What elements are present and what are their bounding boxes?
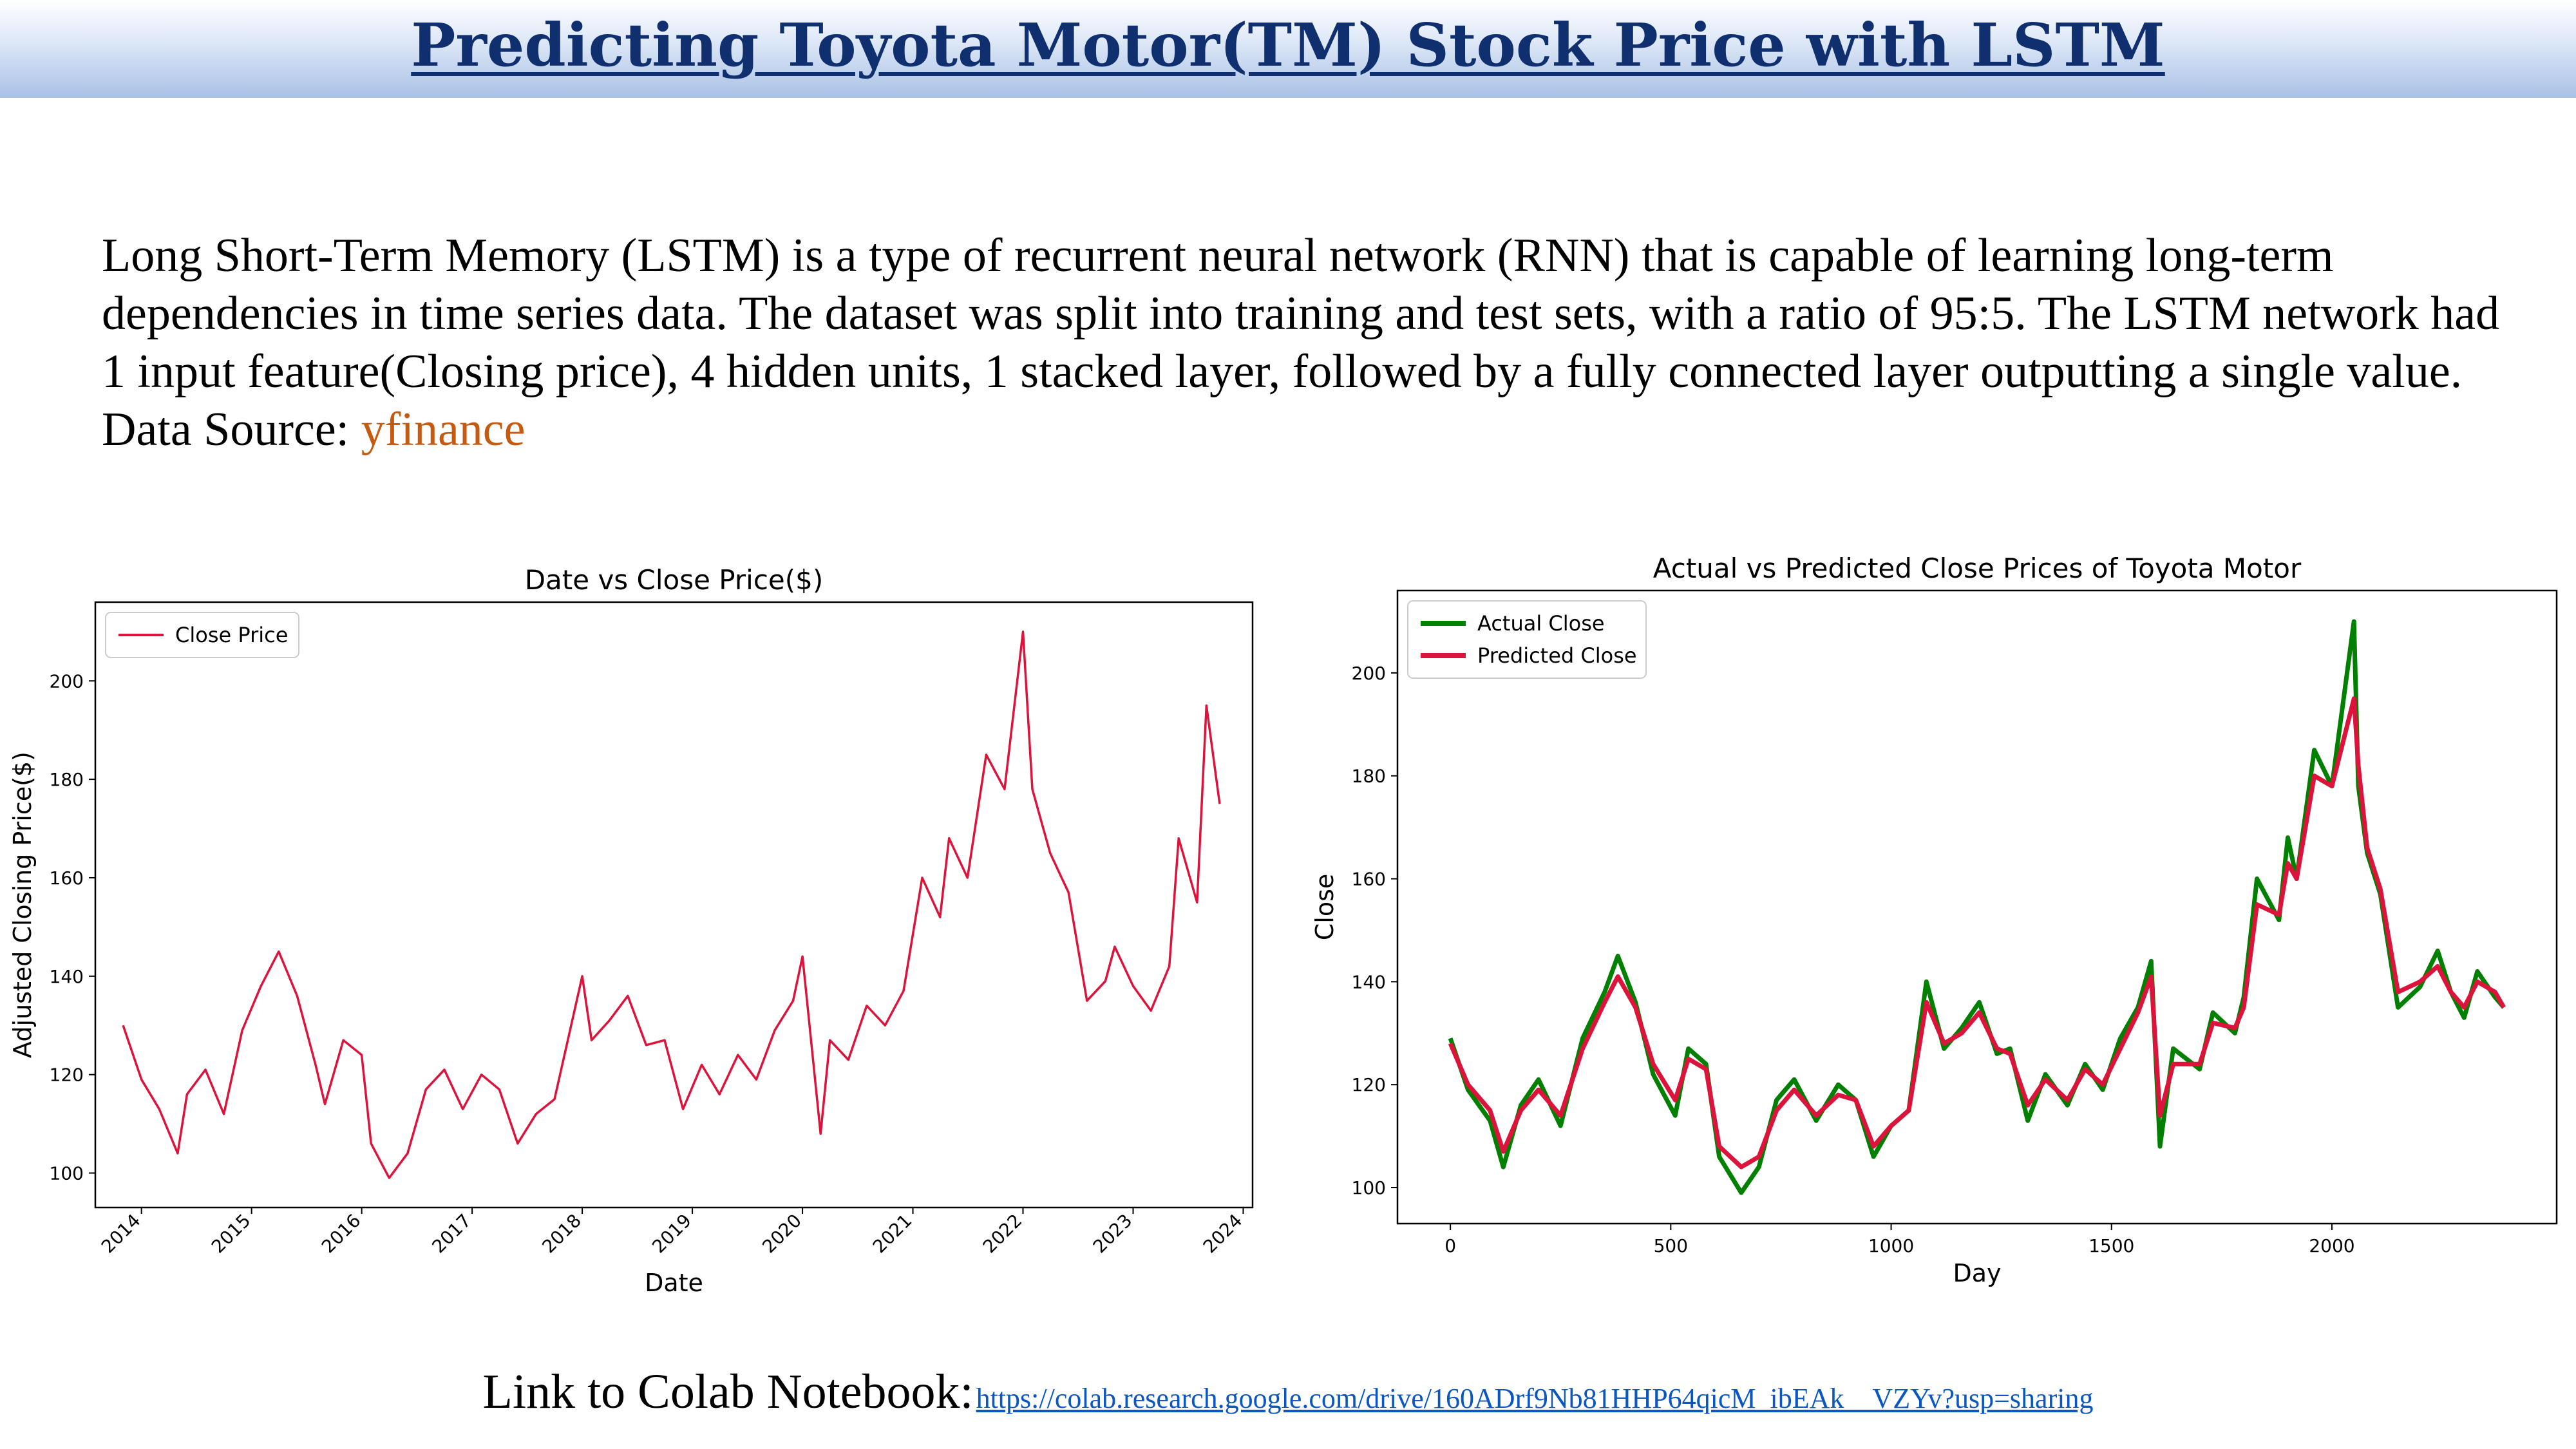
data-source-link[interactable]: yfinance	[361, 403, 526, 456]
chart-1-x-axis-label: Day	[1953, 1259, 2001, 1287]
chart-0-x-tick-label: 2019	[648, 1210, 696, 1258]
chart-1-legend-box	[1407, 600, 1647, 679]
chart-1-y-tick-label: 160	[1352, 869, 1386, 890]
chart-0-y-tick-label: 100	[50, 1163, 84, 1184]
colab-link-label: Link to Colab Notebook:	[482, 1365, 974, 1419]
chart-0-x-tick-label: 2017	[428, 1210, 475, 1258]
chart-0-x-tick-label: 2016	[317, 1210, 365, 1258]
chart-0-x-axis-label: Date	[645, 1269, 703, 1297]
chart-0-series-line-0	[122, 630, 1221, 1179]
chart-0-legend-box	[105, 612, 299, 658]
close-price-chart: Date vs Close Price($) 100 120 140 160 180 200…	[8, 564, 1254, 1297]
title-banner	[0, 0, 2576, 98]
chart-0-x-tick-label: 2023	[1089, 1210, 1137, 1258]
chart-1-series-line-1	[1448, 696, 2506, 1170]
chart-0-x-tick-label: 2024	[1199, 1210, 1247, 1258]
data-source-label: Data Source:	[102, 403, 350, 456]
chart-0-y-tick-label: 180	[50, 769, 84, 790]
chart-0-plot-frame	[94, 601, 1254, 1209]
chart-0-x-tick-label: 2020	[758, 1210, 806, 1258]
chart-1-x-tick-label: 0	[1444, 1235, 1456, 1256]
chart-1-plot-frame	[1396, 589, 2558, 1225]
chart-1-legend-label: Actual Close	[1477, 611, 1605, 636]
chart-0-x-tick-label: 2022	[979, 1210, 1027, 1258]
chart-0-legend-label: Close Price	[175, 623, 288, 647]
actual-vs-predicted-chart: Actual vs Predicted Close Prices of Toyo…	[1311, 553, 2558, 1287]
chart-0-x-tick-label: 2014	[97, 1210, 145, 1258]
chart-0-x-tick-label: 2021	[869, 1210, 916, 1258]
intro-paragraph: Long Short-Term Memory (LSTM) is a type …	[102, 229, 2500, 398]
colab-notebook-link[interactable]: https://colab.research.google.com/drive/…	[976, 1383, 2094, 1414]
chart-1-x-tick-label: 1500	[2088, 1235, 2134, 1256]
chart-0-x-tick-label: 2015	[207, 1210, 255, 1258]
chart-0-y-axis-label: Adjusted Closing Price($)	[8, 752, 37, 1058]
chart-1-y-tick-label: 200	[1352, 663, 1386, 684]
data-source-line: Data Source: yfinance	[102, 401, 2523, 459]
chart-1-y-tick-label: 140	[1352, 971, 1386, 992]
chart-0-y-tick-label: 120	[50, 1065, 84, 1086]
chart-1-series-line-0	[1448, 619, 2506, 1195]
chart-1-x-tick-label: 1000	[1868, 1235, 1914, 1256]
chart-1-x-tick-label: 2000	[2309, 1235, 2354, 1256]
chart-0-y-tick-label: 200	[50, 670, 84, 692]
chart-1-y-tick-label: 100	[1352, 1177, 1386, 1198]
chart-0-title: Date vs Close Price($)	[525, 564, 824, 596]
chart-1-x-tick-label: 500	[1654, 1235, 1688, 1256]
chart-0-y-tick-label: 160	[50, 867, 84, 889]
intro-section: Long Short-Term Memory (LSTM) is a type …	[102, 227, 2523, 459]
chart-1-title: Actual vs Predicted Close Prices of Toyo…	[1653, 553, 2302, 584]
chart-0-x-tick-label: 2018	[538, 1210, 585, 1258]
chart-1-legend-label: Predicted Close	[1477, 643, 1637, 668]
chart-1-y-tick-label: 120	[1352, 1074, 1386, 1095]
page-title: Predicting Toyota Motor(TM) Stock Price …	[411, 10, 2165, 80]
chart-1-y-axis-label: Close	[1311, 874, 1339, 941]
chart-1-y-tick-label: 180	[1352, 766, 1386, 787]
chart-0-y-tick-label: 140	[50, 966, 84, 987]
footer: Link to Colab Notebook: https://colab.re…	[0, 1364, 2576, 1420]
